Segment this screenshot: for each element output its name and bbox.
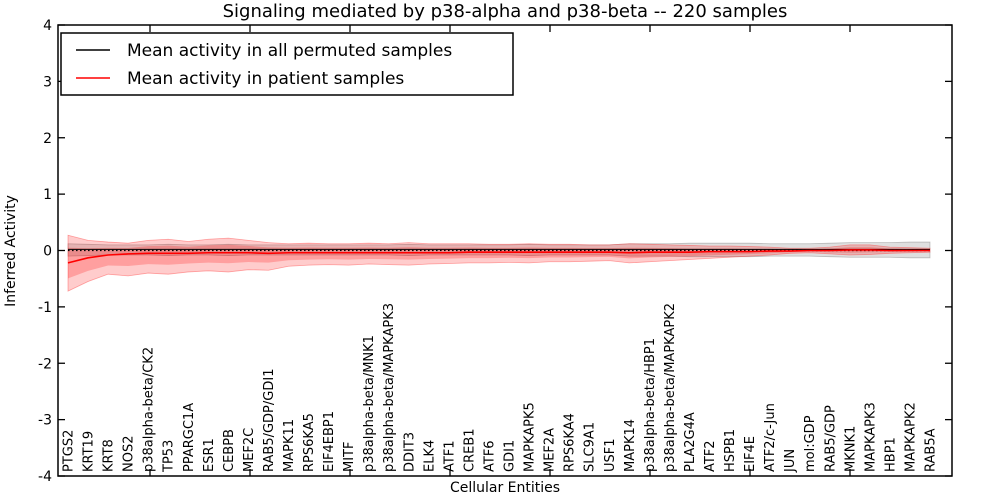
x-tick-label: ESR1 (202, 438, 217, 472)
x-tick-label: EIF4EBP1 (322, 411, 337, 472)
x-tick-label: NOS2 (122, 436, 137, 472)
patient-mean-line (67, 249, 930, 264)
legend-label-patient: Mean activity in patient samples (127, 69, 404, 89)
x-tick-label: p38alpha-beta/MNK1 (362, 335, 377, 472)
y-axis-label: Inferred Activity (3, 195, 19, 307)
x-tick-label: RPS6KA4 (563, 413, 578, 472)
legend: Mean activity in all permuted samples Me… (60, 32, 514, 96)
y-tick-labels: 4 3 2 1 0 -1 -2 -3 -4 (38, 18, 52, 485)
x-tick-label: KRT19 (82, 431, 97, 472)
line-layer (67, 248, 930, 264)
x-tick-label: RAB5A (924, 428, 939, 472)
x-tick-label: p38alpha-beta/MAPKAPK3 (382, 303, 397, 472)
y-tick-label: 0 (43, 244, 52, 260)
x-tick-label: p38alpha-beta/CK2 (142, 347, 157, 472)
legend-label-permuted: Mean activity in all permuted samples (127, 41, 452, 61)
x-tick-label: MAPKAPK3 (863, 402, 878, 472)
x-tick-label: EIF4E (743, 436, 758, 472)
x-tick-label: MKNK1 (843, 426, 858, 472)
x-tick-label: GDI1 (503, 440, 518, 472)
x-tick-label: MEF2A (543, 428, 558, 472)
x-tick-label: mol:GDP (803, 415, 818, 472)
x-tick-label: KRT8 (102, 439, 117, 472)
y-tick-label: -3 (38, 413, 52, 429)
y-tick-label: 1 (43, 187, 52, 203)
x-tick-label: RAB5/GDP (823, 405, 838, 472)
x-tick-labels: PTGS2 KRT19 KRT8 NOS2 p38alpha-beta/CK2 TP53 P… (62, 303, 939, 473)
x-tick-label: ATF2 (703, 440, 718, 472)
legend-frame (60, 32, 514, 96)
chart-title: Signaling mediated by p38-alpha and p38-… (223, 1, 788, 22)
band-layer (67, 234, 931, 292)
x-tick-label: MAPK11 (282, 419, 297, 472)
x-tick-label: MAPKAPK5 (523, 402, 538, 472)
x-tick-label: ELK4 (422, 440, 437, 472)
x-tick-label: RPS6KA5 (302, 413, 317, 472)
x-axis-label: Cellular Entities (450, 480, 560, 496)
x-tick-label: MAPK14 (623, 419, 638, 472)
y-tick-label: 2 (43, 131, 52, 147)
x-tick-label: PLA2G4A (683, 412, 698, 472)
y-tick-label: 4 (43, 18, 52, 34)
x-tick-label: p38alpha-beta/MAPKAPK2 (663, 303, 678, 472)
x-tick-label: ATF6 (482, 440, 497, 472)
y-tick-label: 3 (43, 74, 52, 90)
x-tick-label: ATF1 (442, 440, 457, 472)
x-tick-label: USF1 (603, 438, 618, 472)
x-tick-label: HSPB1 (723, 429, 738, 472)
x-tick-label: MEF2C (242, 428, 257, 472)
x-tick-label: PTGS2 (62, 430, 77, 472)
x-tick-label: DDIT3 (402, 432, 417, 472)
x-tick-label: PPARGC1A (182, 403, 197, 472)
x-tick-label: SLC9A1 (583, 422, 598, 472)
x-tick-label: CEBPB (222, 429, 237, 472)
x-tick-label: HBP1 (883, 437, 898, 472)
x-tick-label: ATF2/c-Jun (763, 403, 778, 472)
x-tick-label: CREB1 (462, 428, 477, 472)
x-tick-label: JUN (783, 449, 798, 473)
y-tick-label: -4 (38, 469, 52, 485)
y-tick-label: -2 (38, 356, 52, 372)
x-tick-label: MITF (342, 442, 357, 472)
y-tick-label: -1 (38, 300, 52, 316)
x-tick-label: p38alpha-beta/HBP1 (643, 338, 658, 472)
x-tick-label: TP53 (162, 440, 177, 473)
permuted-band (67, 241, 931, 259)
x-tick-label: MAPKAPK2 (903, 402, 918, 472)
x-tick-label: RAB5/GDP/GDI1 (262, 369, 277, 472)
